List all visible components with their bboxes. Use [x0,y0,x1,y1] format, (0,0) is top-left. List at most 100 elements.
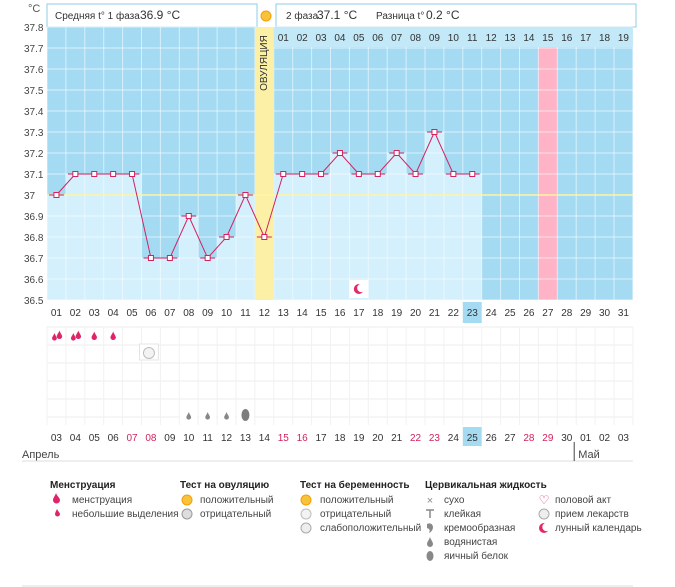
legend-sticky-label: клейкая [444,509,481,520]
date-label: 19 [353,433,365,444]
legend-dry-icon: × [427,495,433,507]
cycle-day-label: 01 [51,308,63,319]
ovulation-label: ОВУЛЯЦИЯ [259,35,270,91]
lunar-icon-shadow [357,283,366,293]
legend-menstruation-icon [53,493,61,504]
y-tick-label: 36.6 [24,275,44,286]
cycle-day-label: 17 [353,308,365,319]
cycle-day-label: 12 [259,308,271,319]
date-label: 26 [486,433,498,444]
date-label: 14 [259,433,271,444]
cycle-day-label: 29 [580,308,592,319]
cycle-day-label: 30 [599,308,611,319]
cycle-day-label: 22 [448,308,460,319]
difference-label: Разница t° [376,11,424,22]
date-label: 30 [561,433,573,444]
legend-ovulation-negative-icon [181,508,193,520]
ovulation-column [254,27,274,300]
luteal-day-label: 19 [618,33,630,44]
luteal-day-label: 15 [542,33,554,44]
date-label: 03 [51,433,63,444]
date-label: 16 [297,433,309,444]
legend-sticky-icon [426,509,434,518]
temperature-point [72,171,79,177]
phase1-label: Средняя t° 1 фаза [55,10,140,22]
date-label: 06 [108,433,120,444]
cycle-day-label: 06 [145,308,157,319]
legend-ovulation-positive-label: положительный [200,495,273,506]
cycle-day-label: 10 [221,308,233,319]
temperature-point [355,171,362,177]
date-label: 05 [89,433,101,444]
temperature-bar [236,195,255,300]
luteal-day-label: 14 [523,33,535,44]
date-label: 11 [202,433,213,444]
date-label: 17 [315,433,327,444]
temperature-point [261,234,268,240]
y-unit-label: °C [28,3,40,15]
cycle-day-label: 14 [297,308,309,319]
luteal-days-strip [273,27,633,47]
luteal-day-label: 03 [315,33,327,44]
temperature-point [242,192,249,198]
highlighted-day-column [538,27,558,300]
date-label: 20 [372,433,384,444]
temperature-point [223,234,230,240]
legend-spotting-label: небольшие выделения [72,508,179,520]
temperature-point [204,255,211,261]
date-label: 15 [278,433,290,444]
legend-ovulation-positive-icon [181,494,193,506]
date-label: 08 [145,433,157,444]
legend-pregnancy-negative-icon [300,508,312,520]
temperature-point [166,255,173,261]
cycle-day-label: 18 [372,308,384,319]
fluid-egg-white-icon [241,409,250,421]
y-tick-label: 36.7 [24,254,44,265]
y-tick-label: 37.8 [24,23,44,34]
cycle-day-label: 11 [240,308,251,319]
month-label-may: Май [578,449,600,461]
temperature-point [412,171,419,177]
y-tick-label: 36.9 [24,212,44,223]
cycle-day-label: 15 [315,308,327,319]
legend-intercourse-label: половой акт [555,495,611,506]
date-label: 03 [618,433,630,444]
temperature-point [147,255,154,261]
temperature-bar [47,195,66,300]
temperature-bar [387,153,407,300]
date-label: 04 [70,433,82,444]
legend-pregnancy-negative-label: отрицательный [320,509,391,520]
temperature-point [469,171,476,177]
difference-value: 0.2 °C [426,8,460,22]
y-tick-label: 37.6 [24,65,44,76]
month-label-april: Апрель [22,449,60,461]
temperature-point [110,171,117,177]
menstruation-icon [56,330,63,340]
fluid-watery-icon [186,412,192,420]
date-label: 22 [410,433,422,444]
legend-spotting-icon [55,509,60,517]
cycle-day-label: 13 [278,308,290,319]
luteal-day-label: 06 [372,33,384,44]
markers-and-dates: 01 02 03 04 05 06 07 08 09 10 11 12 13 14 15 16 17 18 19 20… [22,302,634,462]
date-label: 02 [599,433,611,444]
legend-menstruation-label: менструация [72,495,132,506]
luteal-day-label: 05 [353,33,365,44]
date-label: 07 [126,433,138,444]
cycle-day-label: 05 [126,308,138,319]
cycle-day-label: 28 [561,308,573,319]
legend-ovulation-test-title: Тест на овуляцию [180,480,270,491]
temperature-point [450,171,457,177]
fluid-watery-icon [224,412,229,420]
menstruation-icon [52,333,57,341]
luteal-day-label: 12 [486,33,498,44]
pregnancy-test-weak-icon [142,347,155,359]
date-label: 25 [467,433,479,444]
y-tick-label: 37.5 [24,86,44,97]
cycle-day-label: 07 [164,308,176,319]
luteal-day-label: 07 [391,33,403,44]
date-label: 27 [504,433,516,444]
date-label: 29 [542,433,554,444]
legend-intercourse-icon: ♡ [539,493,550,507]
